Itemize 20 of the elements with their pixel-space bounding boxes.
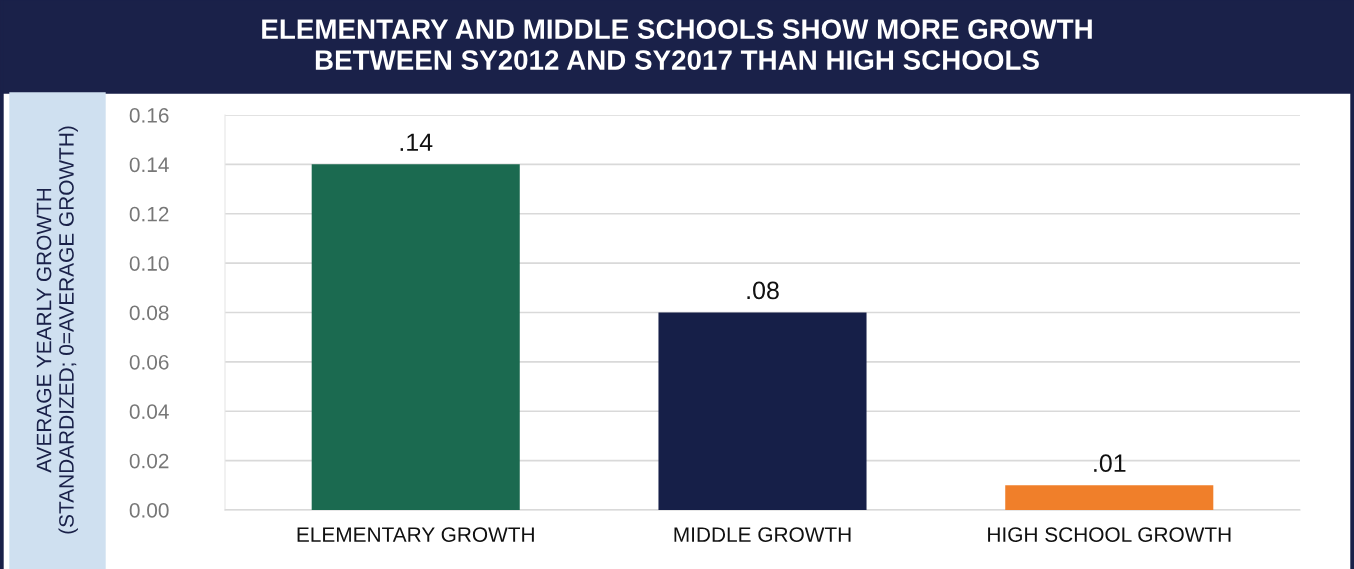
y-tick-label: 0.10 [129, 256, 169, 271]
x-tick-label: MIDDLE GROWTH [674, 527, 851, 542]
bar [311, 164, 520, 510]
y-tick-label: 0.14 [129, 157, 169, 173]
bar [1005, 485, 1214, 510]
y-tick-label: 0.00 [129, 503, 169, 518]
y-tick-label: 0.04 [129, 404, 169, 419]
y-tick-label: 0.06 [129, 354, 169, 370]
y-tick-label: 0.16 [129, 108, 169, 123]
x-tick-label: ELEMENTARY GROWTH [297, 527, 534, 542]
x-tick-label: HIGH SCHOOL GROWTH [988, 527, 1231, 542]
y-tick-label: 0.08 [129, 305, 169, 321]
y-tick-label: 0.12 [129, 206, 169, 222]
bar [658, 312, 867, 510]
data-label: .01 [1094, 454, 1126, 473]
data-label: .08 [747, 281, 779, 300]
y-tick-label: 0.02 [129, 453, 169, 469]
chart-title: ELEMENTARY AND MIDDLE SCHOOLS SHOW MORE GROWTH BETWEEN SY2012 AND SY2017 THAN HIGH SCHOOLS [262, 19, 1092, 70]
data-label: .14 [400, 133, 433, 151]
y-axis-title: AVERAGE YEARLY GROWTH (STANDARDIZED; 0=AVERAGE GROWTH) [36, 126, 78, 534]
